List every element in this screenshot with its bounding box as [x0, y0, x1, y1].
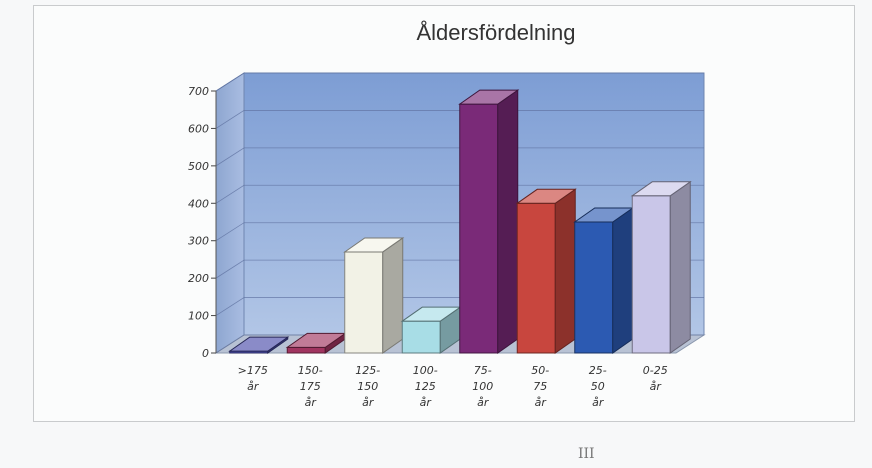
- bar-side: [382, 236, 404, 354]
- chart-title: Åldersfördelning: [417, 20, 576, 45]
- x-tick-label: år: [362, 396, 375, 409]
- bar: [458, 89, 520, 354]
- bar: [400, 306, 462, 354]
- x-tick-label: 150-: [298, 364, 323, 377]
- x-tick-label: år: [535, 396, 548, 409]
- x-tick-label: 50-: [531, 364, 549, 377]
- x-tick-label: år: [592, 396, 605, 409]
- x-tick-label: >175: [238, 364, 268, 377]
- bar-side: [497, 89, 519, 354]
- x-tick-label: 75: [533, 380, 547, 393]
- gridline: [215, 184, 704, 204]
- bar-top: [228, 336, 290, 352]
- bar: [573, 207, 635, 354]
- x-tick-label: 175: [300, 380, 321, 393]
- x-tick-label: 125: [415, 380, 436, 393]
- bar-front: [286, 346, 326, 354]
- bar: [630, 180, 692, 354]
- bar-front: [631, 195, 671, 354]
- x-tick-label: år: [420, 396, 433, 409]
- bar-front: [401, 320, 441, 354]
- bar-front: [459, 103, 499, 354]
- x-tick-label: 100: [472, 380, 493, 393]
- gridline: [215, 110, 704, 129]
- x-tick-label: 75-: [474, 364, 492, 377]
- bar-side: [554, 188, 576, 354]
- x-tick-label: år: [477, 396, 490, 409]
- side-wall: [215, 72, 245, 354]
- y-tick-label: 600: [188, 122, 209, 135]
- bar-side: [612, 207, 634, 354]
- bar: [285, 332, 347, 354]
- bar-top: [458, 89, 520, 105]
- y-tick-label: 700: [188, 85, 209, 98]
- bar-side: [669, 180, 691, 354]
- bar: [515, 188, 577, 354]
- x-tick-label: 25-: [589, 364, 607, 377]
- x-tick-label: år: [247, 380, 260, 393]
- y-tick-label: 100: [188, 310, 209, 323]
- x-tick-label: 150: [357, 380, 378, 393]
- plot-area: 0 100 200 300 400 500 600 700 >175 år 150- 175 år 125…: [188, 72, 706, 409]
- bar: [343, 236, 405, 354]
- bar-front: [516, 202, 556, 354]
- bar-front: [344, 251, 384, 354]
- y-tick-label: 200: [188, 272, 209, 285]
- bar-top: [515, 188, 577, 204]
- x-tick-label: 125-: [355, 364, 380, 377]
- y-tick-label: 500: [188, 160, 209, 173]
- y-tick-label: 0: [202, 347, 209, 360]
- bar-top: [343, 237, 405, 253]
- page-number: III: [578, 446, 595, 462]
- x-tick-label: år: [305, 396, 318, 409]
- bar-front: [574, 221, 614, 354]
- gridline: [215, 72, 704, 92]
- bar: [228, 336, 290, 354]
- gridline: [215, 147, 704, 167]
- bar-top: [630, 181, 692, 197]
- x-tick-label: 0-25: [643, 364, 668, 377]
- y-tick-label: 400: [188, 197, 209, 210]
- x-tick-label: 50: [591, 380, 605, 393]
- y-tick-label: 300: [188, 235, 209, 248]
- x-tick-label: år: [650, 380, 663, 393]
- x-tick-label: 100-: [413, 364, 438, 377]
